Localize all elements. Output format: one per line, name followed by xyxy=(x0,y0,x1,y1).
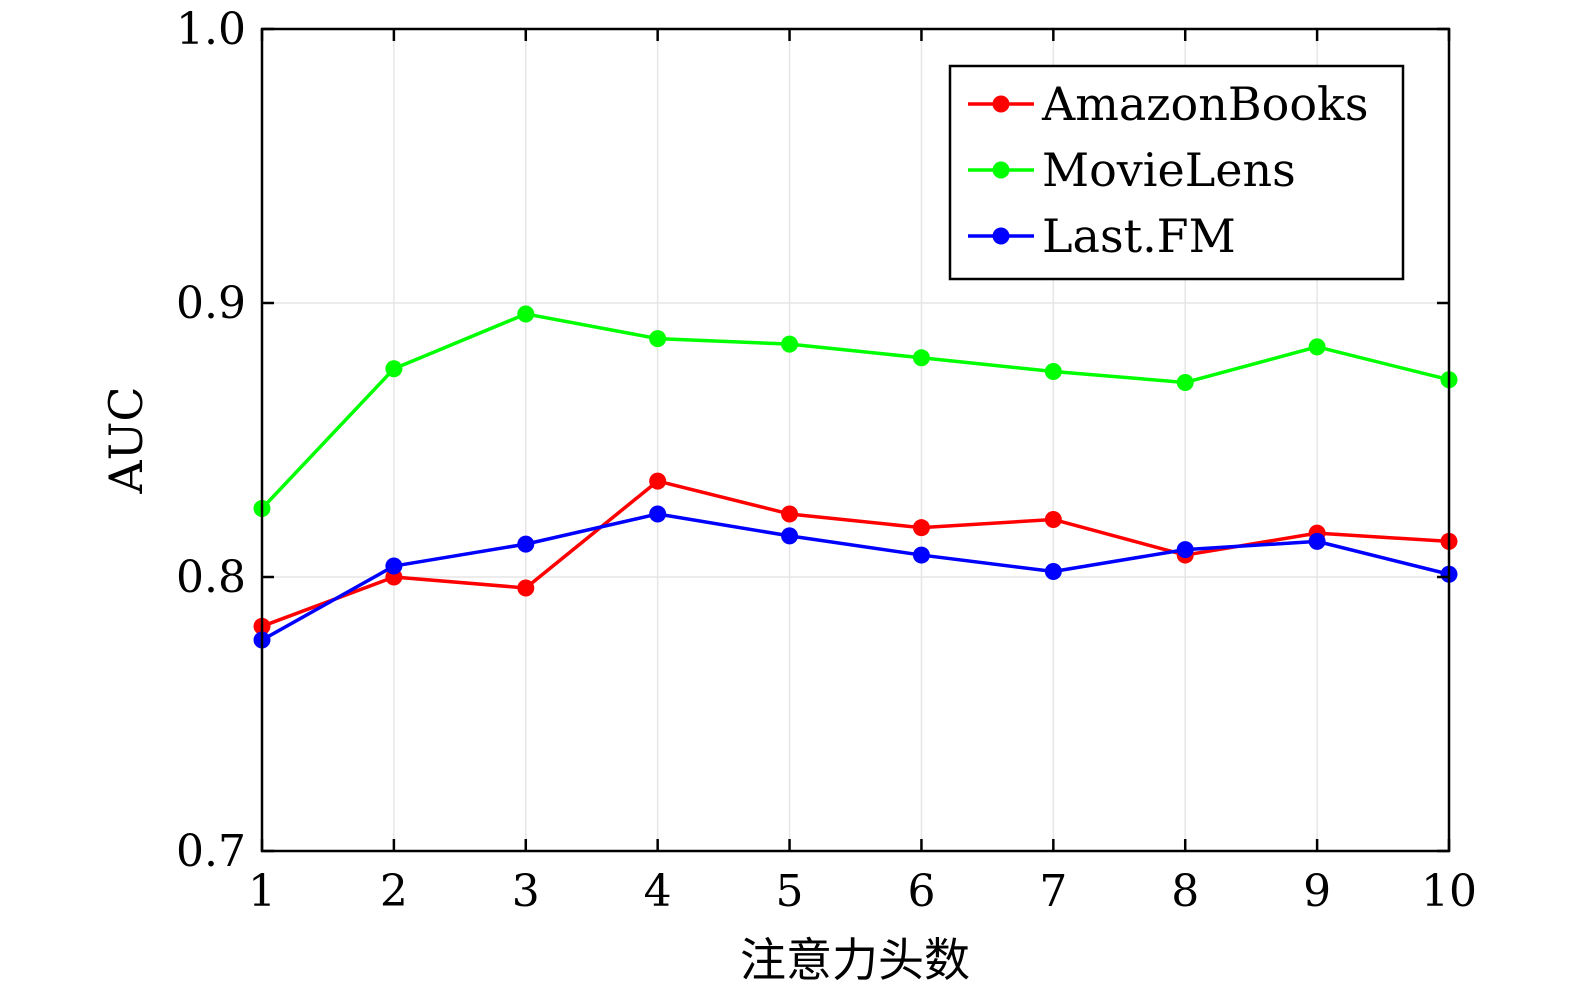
x-tick-label: 9 xyxy=(1303,866,1331,917)
series-amazonbooks xyxy=(253,472,1458,635)
data-point-movielens xyxy=(912,349,930,367)
data-point-movielens xyxy=(649,330,667,348)
data-point-movielens xyxy=(1308,338,1326,356)
data-point-amazonbooks xyxy=(1044,510,1062,528)
legend-box xyxy=(948,64,1405,281)
legend-label: Last.FM xyxy=(1042,209,1236,263)
y-axis-label: AUC xyxy=(99,386,153,494)
x-tick-label: 2 xyxy=(380,866,408,917)
x-tick-label: 6 xyxy=(907,866,935,917)
data-point-last-fm xyxy=(781,527,799,545)
data-point-last-fm xyxy=(517,535,535,553)
data-point-amazonbooks xyxy=(517,579,535,597)
x-axis-label: 注意力头数 xyxy=(740,933,970,984)
legend-item-movielens: MovieLens xyxy=(968,143,1296,197)
x-tick-label: 1 xyxy=(248,866,276,917)
x-tick-label: 5 xyxy=(776,866,804,917)
series-line-last-fm xyxy=(261,512,1450,642)
y-tick-label: 0.7 xyxy=(176,826,246,877)
data-point-last-fm xyxy=(385,557,403,575)
plot-frame xyxy=(260,27,1451,853)
x-tick-label: 4 xyxy=(644,866,672,917)
x-tick-label: 8 xyxy=(1171,866,1199,917)
data-point-movielens xyxy=(385,360,403,378)
legend-item-amazonbooks: AmazonBooks xyxy=(968,77,1369,131)
legend: AmazonBooks MovieLens Last.FM xyxy=(948,64,1405,281)
data-point-amazonbooks xyxy=(912,519,930,537)
x-tick-label: 7 xyxy=(1039,866,1067,917)
tick-labels: 1 2 3 4 5 6 7 8 9 10 0.7 0.8 0.9 1.0 xyxy=(176,4,1477,917)
data-point-amazonbooks xyxy=(649,472,667,490)
series-last-fm xyxy=(253,505,1458,649)
legend-swatch-marker xyxy=(992,227,1010,245)
legend-swatch-marker xyxy=(992,95,1010,113)
legend-label: MovieLens xyxy=(1042,143,1296,197)
series-line-movielens xyxy=(260,312,1450,510)
data-point-last-fm xyxy=(1176,541,1194,559)
y-tick-label: 0.8 xyxy=(176,552,246,603)
legend-label: AmazonBooks xyxy=(1041,77,1369,131)
y-tick-label: 1.0 xyxy=(176,4,246,55)
series-movielens xyxy=(253,305,1458,517)
data-point-last-fm xyxy=(1044,563,1062,581)
data-point-last-fm xyxy=(912,546,930,564)
series-layer xyxy=(253,305,1458,649)
data-point-movielens xyxy=(517,305,535,323)
y-tick-label: 0.9 xyxy=(176,278,246,329)
data-point-movielens xyxy=(1176,373,1194,391)
data-point-last-fm xyxy=(649,505,667,523)
data-point-amazonbooks xyxy=(781,505,799,523)
x-tick-label: 3 xyxy=(512,866,540,917)
legend-swatch-marker xyxy=(992,161,1010,179)
data-point-movielens xyxy=(781,335,799,353)
x-tick-label: 10 xyxy=(1421,866,1477,917)
data-point-last-fm xyxy=(1308,532,1326,550)
legend-item-last-fm: Last.FM xyxy=(968,209,1236,263)
series-line-amazonbooks xyxy=(261,479,1450,628)
data-point-movielens xyxy=(1044,363,1062,380)
axis-ticks xyxy=(260,27,1451,853)
